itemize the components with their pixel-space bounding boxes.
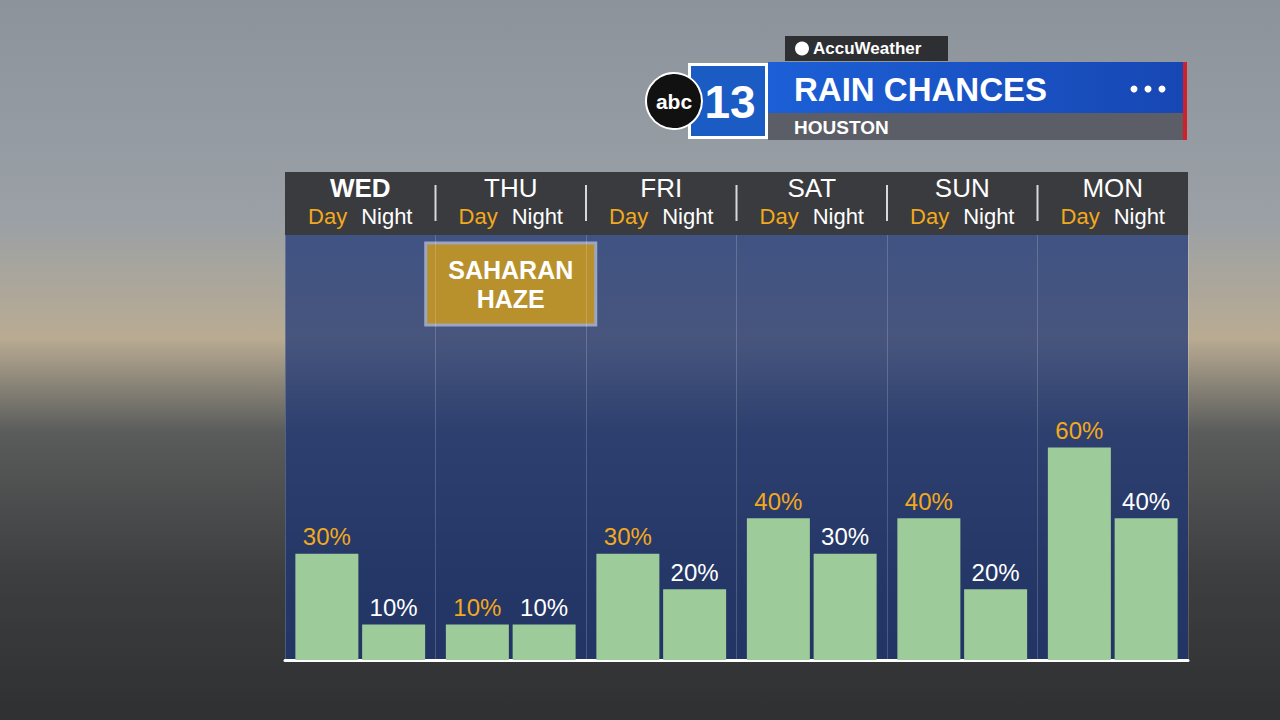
svg-text:Night: Night xyxy=(813,204,864,229)
svg-text:Night: Night xyxy=(361,204,412,229)
svg-text:HOUSTON: HOUSTON xyxy=(794,117,889,138)
svg-text:Night: Night xyxy=(662,204,713,229)
svg-text:SAHARAN: SAHARAN xyxy=(448,256,573,284)
svg-text:40%: 40% xyxy=(905,488,953,515)
svg-text:10%: 10% xyxy=(370,594,418,621)
svg-text:SAT: SAT xyxy=(787,173,836,203)
svg-text:RAIN CHANCES: RAIN CHANCES xyxy=(794,71,1047,108)
svg-text:20%: 20% xyxy=(671,559,719,586)
svg-text:60%: 60% xyxy=(1055,417,1103,444)
svg-text:Day: Day xyxy=(910,204,949,229)
svg-text:10%: 10% xyxy=(520,594,568,621)
svg-text:AccuWeather: AccuWeather xyxy=(813,39,922,58)
svg-text:40%: 40% xyxy=(754,488,802,515)
svg-text:13: 13 xyxy=(704,76,755,128)
svg-text:Day: Day xyxy=(609,204,648,229)
svg-text:MON: MON xyxy=(1082,173,1143,203)
svg-text:Day: Day xyxy=(308,204,347,229)
svg-text:10%: 10% xyxy=(453,594,501,621)
svg-text:HAZE: HAZE xyxy=(477,285,545,313)
svg-text:Night: Night xyxy=(1114,204,1165,229)
svg-text:WED: WED xyxy=(330,173,391,203)
svg-text:Day: Day xyxy=(459,204,498,229)
svg-text:30%: 30% xyxy=(821,523,869,550)
svg-text:30%: 30% xyxy=(303,523,351,550)
svg-text:20%: 20% xyxy=(972,559,1020,586)
svg-text:40%: 40% xyxy=(1122,488,1170,515)
svg-text:Day: Day xyxy=(760,204,799,229)
svg-text:FRI: FRI xyxy=(640,173,682,203)
svg-text:30%: 30% xyxy=(604,523,652,550)
svg-text:SUN: SUN xyxy=(935,173,990,203)
svg-text:abc: abc xyxy=(656,90,693,113)
svg-text:Night: Night xyxy=(512,204,563,229)
svg-text:Night: Night xyxy=(963,204,1014,229)
svg-text:THU: THU xyxy=(484,173,537,203)
svg-text:Day: Day xyxy=(1061,204,1100,229)
